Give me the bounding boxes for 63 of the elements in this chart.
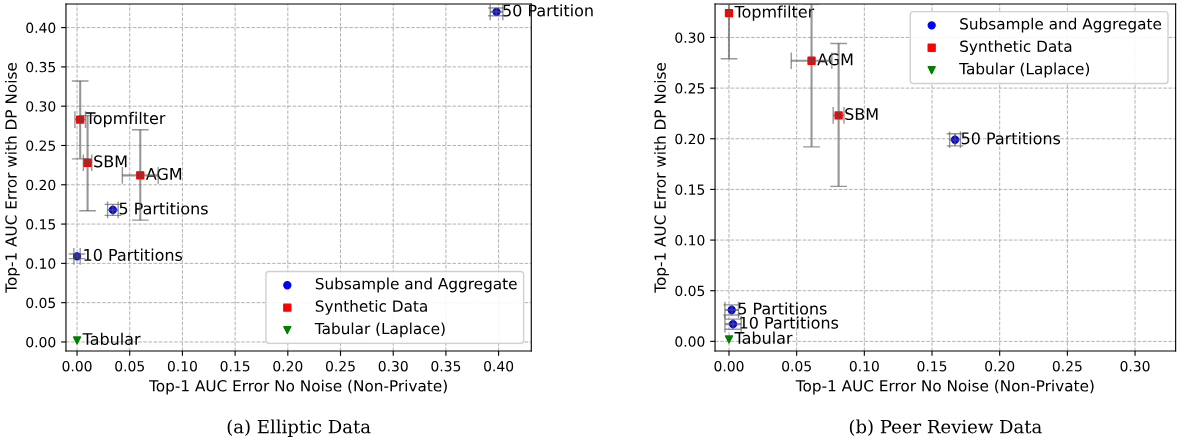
annotation: AGM	[145, 167, 182, 180]
legend-label: Subsample and Aggregate	[960, 17, 1162, 33]
legend-label: Synthetic Data	[315, 300, 427, 315]
legend-label: Subsample and Aggregate	[315, 277, 517, 293]
annotation: Topmfilter	[85, 111, 166, 128]
text: (a) Elliptic Data	[227, 419, 371, 437]
x-tick-label: 0.00	[62, 360, 92, 372]
y-axis-title: Top-1 AUC Error with DP Noise	[4, 63, 20, 293]
y-tick-label: 0.10	[26, 258, 56, 269]
annotation: 5 Partitions	[119, 202, 208, 215]
legend-label: Synthetic Data	[960, 40, 1072, 55]
x-tick-label: 0.05	[115, 360, 144, 372]
x-tick-label: 0.00	[714, 360, 744, 372]
y-tick-label: 0.10	[675, 235, 705, 246]
legend-label: Tabular (Laplace)	[314, 322, 445, 338]
x-tick-label: 0.20	[985, 360, 1015, 372]
x-tick-label: 0.15	[220, 360, 250, 372]
legend-label: Tabular (Laplace)	[959, 62, 1090, 78]
x-tick-label: 0.25	[325, 360, 355, 372]
annotation: SBM	[845, 108, 878, 121]
y-tick-label: 0.20	[675, 133, 705, 145]
x-axis-title: Top-1 AUC Error No Noise (Non-Private)	[149, 379, 447, 395]
y-tick-label: 0.05	[675, 285, 705, 297]
text: (b) Peer Review Data	[849, 419, 1042, 436]
y-tick-label: 0.15	[675, 184, 705, 195]
annotation: Tabular	[734, 331, 793, 344]
annotation: Topmfilter	[734, 5, 815, 21]
point	[724, 8, 734, 18]
x-tick-label: 0.30	[378, 360, 408, 372]
annotation: Tabular	[82, 332, 141, 346]
annotation: 10 Partitions	[84, 248, 183, 261]
annotation: 10 Partitions	[740, 316, 839, 329]
x-tick-label: 0.20	[273, 360, 303, 372]
point	[728, 319, 738, 329]
y-tick-label: 0.20	[26, 179, 56, 191]
x-tick-label: 0.15	[917, 360, 947, 372]
y-tick-label: 0.40	[26, 22, 56, 34]
y-tick-label: 0.25	[26, 140, 56, 151]
x-axis-title: Top-1 AUC Error No Noise (Non-Private)	[795, 379, 1094, 395]
y-tick-label: 0.15	[26, 219, 56, 230]
point	[72, 336, 82, 345]
x-tick-label: 0.30	[1120, 360, 1150, 372]
x-tick-label: 0.35	[431, 360, 461, 372]
point	[724, 335, 734, 344]
annotation: AGM	[817, 53, 853, 66]
y-tick-label: 0.00	[26, 336, 56, 348]
y-tick-label: 0.00	[675, 336, 705, 347]
x-tick-label: 0.25	[1052, 360, 1082, 372]
x-tick-label: 0.05	[782, 360, 811, 372]
y-tick-label: 0.30	[26, 101, 56, 112]
y-tick-label: 0.35	[26, 61, 56, 73]
y-tick-label: 0.30	[675, 32, 705, 43]
x-tick-label: 0.10	[849, 360, 879, 372]
y-axis-title: Top-1 AUC Error with DP Noise	[654, 63, 669, 293]
annotation: 50 Partitions	[961, 132, 1061, 145]
annotation: SBM	[94, 155, 127, 168]
point	[807, 56, 816, 65]
point	[136, 171, 145, 180]
annotation: 5 Partitions	[738, 302, 827, 315]
y-tick-label: 0.05	[26, 297, 56, 309]
x-tick-label: 0.10	[167, 360, 197, 372]
y-tick-label: 0.25	[675, 83, 705, 94]
x-tick-label: 0.40	[484, 360, 514, 372]
